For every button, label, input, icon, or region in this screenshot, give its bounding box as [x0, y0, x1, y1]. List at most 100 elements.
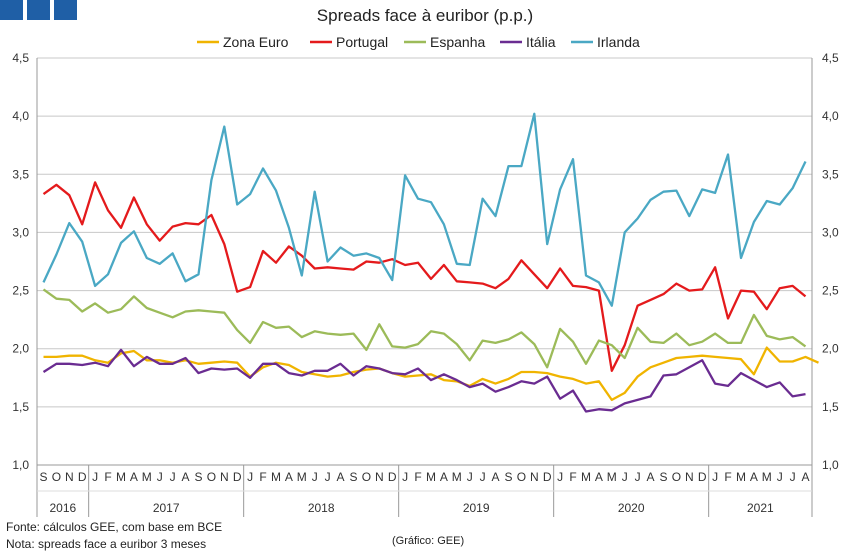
y-tick-label-left: 1,5 — [12, 400, 29, 414]
x-month-label: J — [325, 470, 331, 484]
x-month-label: M — [762, 470, 772, 484]
series-line-portugal — [42, 181, 807, 372]
x-month-label: M — [581, 470, 591, 484]
x-month-label: A — [182, 470, 190, 484]
y-tick-label-left: 2,0 — [12, 342, 29, 356]
chart-title: Spreads face à euribor (p.p.) — [316, 6, 534, 25]
x-month-label: A — [492, 470, 500, 484]
chart-credit: (Gráfico: GEE) — [392, 535, 465, 547]
y-tick-label-left: 3,0 — [12, 225, 29, 239]
x-month-label: S — [39, 470, 47, 484]
x-month-label: M — [297, 470, 307, 484]
x-month-label: J — [402, 470, 408, 484]
y-tick-label-left: 1,0 — [12, 458, 29, 472]
x-month-label: A — [750, 470, 758, 484]
x-month-label: N — [685, 470, 694, 484]
x-month-label: A — [130, 470, 138, 484]
x-month-label: J — [312, 470, 318, 484]
y-tick-label-right: 4,5 — [822, 51, 839, 65]
series-line-espanha — [42, 288, 807, 369]
x-month-label: J — [170, 470, 176, 484]
x-month-label: F — [569, 470, 576, 484]
y-tick-label-right: 2,5 — [822, 284, 839, 298]
legend-label: Portugal — [336, 34, 388, 50]
x-month-label: N — [65, 470, 74, 484]
y-tick-label-right: 1,5 — [822, 400, 839, 414]
legend-label: Espanha — [430, 34, 485, 50]
x-month-label: O — [207, 470, 216, 484]
series-line-itlia — [42, 348, 806, 413]
x-month-label: D — [78, 470, 87, 484]
footnote: Nota: spreads face a euribor 3 meses — [6, 537, 207, 551]
x-month-label: S — [194, 470, 202, 484]
gee-logo — [0, 0, 77, 20]
x-month-label: F — [259, 470, 266, 484]
legend-label: Irlanda — [597, 34, 640, 50]
x-month-label: M — [607, 470, 617, 484]
x-month-label: S — [349, 470, 357, 484]
x-month-label: A — [802, 470, 810, 484]
x-month-label: O — [517, 470, 526, 484]
y-tick-label-right: 3,5 — [822, 167, 839, 181]
x-month-label: A — [440, 470, 448, 484]
x-month-label: J — [777, 470, 783, 484]
x-month-label: J — [712, 470, 718, 484]
x-month-label: M — [426, 470, 436, 484]
x-month-label: S — [504, 470, 512, 484]
logo-square — [27, 0, 50, 20]
legend-label: Itália — [526, 34, 556, 50]
series-line-zonaeuro — [43, 346, 819, 402]
x-year-label: 2018 — [308, 501, 335, 515]
x-month-label: J — [467, 470, 473, 484]
x-year-label: 2021 — [747, 501, 774, 515]
y-tick-label-right: 1,0 — [822, 458, 839, 472]
x-year-label: 2016 — [49, 501, 76, 515]
y-tick-label-right: 2,0 — [822, 342, 839, 356]
x-month-label: F — [724, 470, 731, 484]
y-tick-label-right: 4,0 — [822, 109, 839, 123]
series-line-irlanda — [42, 112, 807, 307]
x-year-label: 2017 — [153, 501, 180, 515]
x-month-label: F — [414, 470, 421, 484]
x-month-label: M — [736, 470, 746, 484]
x-month-label: N — [375, 470, 384, 484]
x-month-label: A — [285, 470, 293, 484]
x-year-label: 2020 — [618, 501, 645, 515]
x-month-label: A — [595, 470, 603, 484]
x-month-label: A — [647, 470, 655, 484]
y-tick-label-left: 2,5 — [12, 284, 29, 298]
x-month-label: N — [220, 470, 229, 484]
logo-square — [54, 0, 77, 20]
source-note: Fonte: cálculos GEE, com base em BCE — [6, 520, 223, 534]
x-month-label: A — [337, 470, 345, 484]
y-tick-label-left: 4,0 — [12, 109, 29, 123]
x-month-label: D — [388, 470, 397, 484]
y-tick-label-left: 3,5 — [12, 167, 29, 181]
x-month-label: D — [698, 470, 707, 484]
x-month-label: J — [247, 470, 253, 484]
y-tick-label-right: 3,0 — [822, 225, 839, 239]
y-tick-label-left: 4,5 — [12, 51, 29, 65]
x-month-label: J — [157, 470, 163, 484]
x-month-label: D — [543, 470, 552, 484]
x-month-label: F — [104, 470, 111, 484]
x-month-label: M — [116, 470, 126, 484]
x-month-label: O — [362, 470, 371, 484]
x-month-label: J — [790, 470, 796, 484]
x-month-label: J — [480, 470, 486, 484]
x-month-label: M — [142, 470, 152, 484]
x-month-label: J — [635, 470, 641, 484]
x-month-label: J — [557, 470, 563, 484]
logo-square — [0, 0, 23, 20]
legend-label: Zona Euro — [223, 34, 289, 50]
x-month-label: N — [530, 470, 539, 484]
x-month-label: J — [622, 470, 628, 484]
x-year-label: 2019 — [463, 501, 490, 515]
x-month-label: S — [659, 470, 667, 484]
x-month-label: J — [92, 470, 98, 484]
x-month-label: O — [672, 470, 681, 484]
x-month-label: D — [233, 470, 242, 484]
x-month-label: O — [52, 470, 61, 484]
x-month-label: M — [452, 470, 462, 484]
